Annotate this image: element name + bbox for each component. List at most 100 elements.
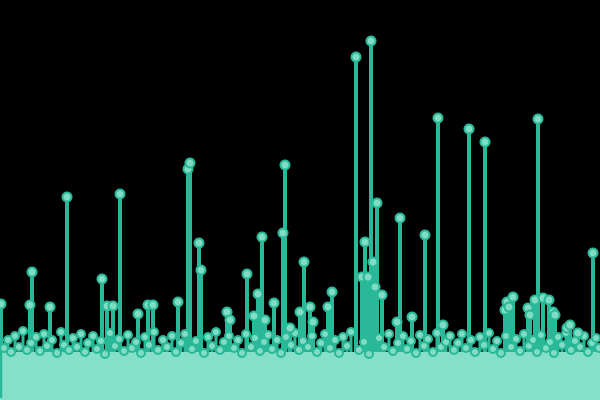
peak-marker <box>267 344 277 354</box>
peak-marker <box>114 334 124 344</box>
peak-marker <box>184 157 196 169</box>
peak-marker <box>39 329 49 339</box>
peak-marker <box>256 231 268 243</box>
peak-marker <box>461 343 471 353</box>
peak-marker <box>350 51 362 63</box>
peak-marker <box>6 347 16 357</box>
peak-marker <box>587 247 599 259</box>
peak-marker <box>379 342 389 352</box>
peak-marker <box>572 327 584 339</box>
peak-marker <box>307 331 317 341</box>
peak-marker <box>272 335 282 345</box>
peak-marker <box>100 349 110 359</box>
peak-marker <box>56 327 66 337</box>
peak-marker <box>263 330 273 340</box>
peak-marker <box>144 340 154 350</box>
peak-marker <box>326 286 338 298</box>
baseline-fill-block <box>0 352 600 400</box>
peak-marker <box>286 340 296 350</box>
peak-marker <box>149 327 159 337</box>
peak-marker <box>298 256 310 268</box>
peak-marker <box>325 343 335 353</box>
peak-marker <box>224 314 236 326</box>
peak-marker <box>371 197 383 209</box>
peak-marker <box>68 333 78 343</box>
peak-marker <box>453 338 463 348</box>
peak-marker <box>215 345 225 355</box>
peak-marker <box>203 332 213 342</box>
peak-marker <box>259 314 271 326</box>
peak-marker <box>193 237 205 249</box>
peak-marker <box>393 338 403 348</box>
peak-marker <box>229 343 239 353</box>
peak-marker <box>199 348 209 358</box>
peak-marker <box>488 344 498 354</box>
peak-marker <box>369 281 381 293</box>
peak-marker <box>153 345 163 355</box>
peak-marker <box>415 330 425 340</box>
peak-marker <box>330 335 340 345</box>
peak-marker <box>338 332 348 342</box>
peak-marker <box>553 332 563 342</box>
peak-marker <box>437 319 449 331</box>
peak-marker <box>35 346 45 356</box>
peak-marker <box>359 337 369 347</box>
peak-marker <box>406 311 418 323</box>
peak-marker <box>162 342 172 352</box>
peak-marker <box>334 348 344 358</box>
peak-marker <box>423 334 433 344</box>
peak-marker <box>411 348 421 358</box>
peak-marker <box>388 346 398 356</box>
peak-marker <box>131 337 141 347</box>
peak-marker <box>47 335 57 345</box>
peak-marker <box>10 331 20 341</box>
peak-marker <box>61 191 73 203</box>
peak-marker <box>384 329 394 339</box>
peak-marker <box>549 309 561 321</box>
peak-marker <box>463 123 475 135</box>
peak-marker <box>307 316 319 328</box>
peak-marker <box>503 301 515 313</box>
peak-marker <box>284 322 296 334</box>
peak-marker <box>419 229 431 241</box>
peak-marker <box>187 344 197 354</box>
peak-marker <box>123 330 133 340</box>
peak-marker <box>519 329 529 339</box>
peak-marker <box>532 347 542 357</box>
peak-marker <box>406 336 416 346</box>
peak-marker <box>147 299 159 311</box>
peak-marker <box>475 332 485 342</box>
peak-marker <box>26 266 38 278</box>
peak-marker <box>322 301 334 313</box>
peak-marker <box>72 342 82 352</box>
peak-marker <box>359 236 371 248</box>
peak-marker <box>252 288 264 300</box>
peak-marker <box>445 331 455 341</box>
peak-marker <box>402 344 412 354</box>
peak-marker <box>171 347 181 357</box>
peak-marker <box>250 333 260 343</box>
peak-marker <box>0 298 7 310</box>
peak-marker <box>479 136 491 148</box>
peak-marker <box>64 345 74 355</box>
peak-marker <box>96 273 108 285</box>
peak-marker <box>303 342 313 352</box>
peak-marker <box>470 347 480 357</box>
peak-marker <box>114 188 126 200</box>
peak-marker <box>545 337 555 347</box>
peak-marker <box>224 331 234 341</box>
peak-marker <box>543 294 555 306</box>
peak-marker <box>136 348 146 358</box>
peak-marker <box>276 348 286 358</box>
peak-marker <box>132 308 144 320</box>
peak-marker <box>167 331 177 341</box>
peak-marker <box>591 333 600 343</box>
peak-marker <box>507 291 519 303</box>
peak-marker <box>374 333 384 343</box>
peak-marker <box>96 336 106 346</box>
peak-marker <box>277 227 289 239</box>
peak-marker <box>594 343 600 353</box>
peak-marker <box>294 345 304 355</box>
